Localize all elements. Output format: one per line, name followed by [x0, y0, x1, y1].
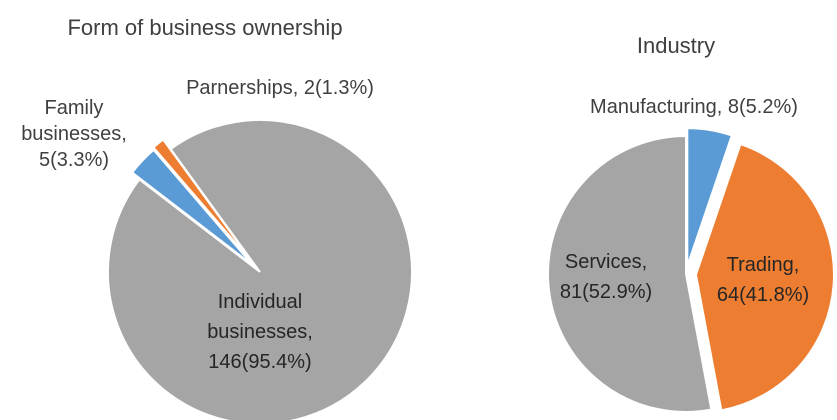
pie-chart-ownership: Individual businesses, 146(95.4%) Family bus…	[21, 77, 413, 420]
slice-label-trading: Trading, 64(41.8%)	[717, 254, 809, 306]
slice-label-family-businesses: Family businesses, 5(3.3%)	[21, 97, 127, 171]
slice-label-parnerships: Parnerships, 2(1.3%)	[186, 77, 374, 99]
pie-slice-services	[547, 134, 713, 413]
pie-chart-industry: Manufacturing, 8(5.2%) Trading, 64(41.8%) S…	[547, 96, 835, 413]
pie-slice-trading	[694, 142, 835, 412]
slice-label-manufacturing: Manufacturing, 8(5.2%)	[590, 96, 798, 118]
chart-title-ownership: Form of business ownership	[67, 15, 342, 40]
pie-slice-individual-businesses	[107, 119, 413, 420]
slice-label-individual-businesses: Individual businesses, 146(95.4%)	[207, 291, 313, 373]
pie-slice-family-businesses	[130, 148, 254, 266]
chart-title-industry: Industry	[637, 33, 715, 58]
pie-slice-parnerships	[152, 138, 254, 264]
pie-slice-manufacturing	[686, 127, 734, 267]
slice-label-services: Services, 81(52.9%)	[560, 251, 652, 303]
